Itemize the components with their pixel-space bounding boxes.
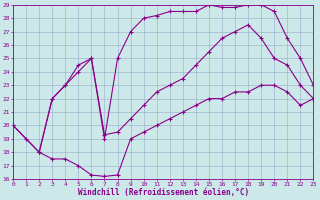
X-axis label: Windchill (Refroidissement éolien,°C): Windchill (Refroidissement éolien,°C) [78,188,249,197]
